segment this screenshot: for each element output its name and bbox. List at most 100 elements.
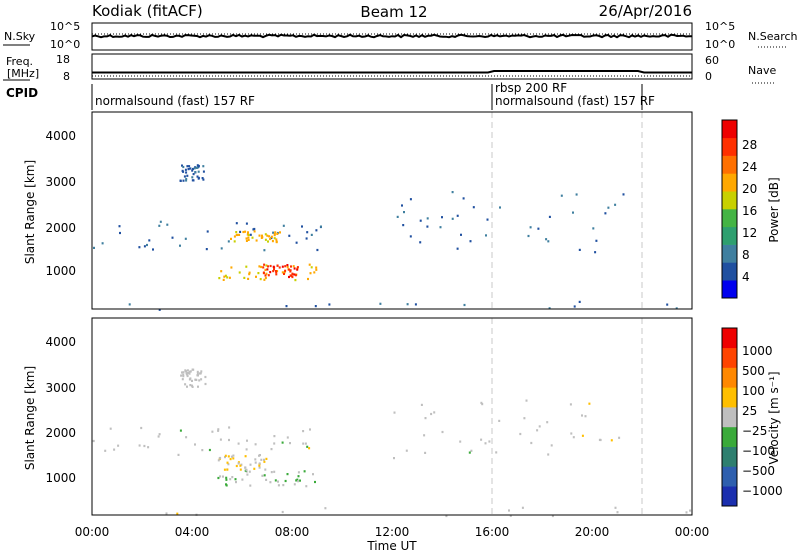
power-ytick-4000: 4000 bbox=[45, 129, 76, 143]
power-cell bbox=[614, 203, 617, 206]
velocity-cell bbox=[237, 442, 240, 445]
cpid-segment-1: normalsound (fast) 157 RF bbox=[95, 94, 255, 108]
velocity-cell bbox=[488, 440, 491, 443]
xtick-1200: 12:00 bbox=[375, 525, 410, 539]
velocity-cell bbox=[258, 466, 261, 469]
velocity-cell bbox=[228, 426, 231, 429]
power-cell bbox=[247, 277, 250, 280]
power-cell bbox=[276, 232, 279, 235]
power-cell bbox=[206, 230, 209, 233]
power-cell bbox=[166, 223, 169, 226]
velocity-cell bbox=[498, 419, 501, 422]
velocity-cell bbox=[219, 456, 222, 460]
xlabel: Time UT bbox=[366, 539, 417, 553]
velocity-cell bbox=[189, 384, 192, 387]
power-cell bbox=[243, 276, 246, 279]
power-cell bbox=[268, 235, 271, 238]
velocity-cell bbox=[572, 436, 575, 439]
velocity-cell bbox=[689, 509, 692, 512]
power-cell bbox=[295, 241, 298, 244]
power-cell bbox=[138, 246, 141, 249]
power-cell bbox=[185, 177, 188, 181]
velocity-cell bbox=[226, 461, 229, 464]
power-cell bbox=[266, 234, 269, 237]
velocity-cell bbox=[261, 474, 264, 477]
velocity-colorbar-segment bbox=[722, 328, 737, 349]
velocity-cell bbox=[241, 478, 244, 481]
power-cell bbox=[572, 211, 574, 214]
velocity-cell bbox=[269, 481, 272, 484]
velocity-cell bbox=[599, 438, 602, 442]
power-cell bbox=[201, 177, 204, 180]
velocity-cell bbox=[191, 379, 193, 382]
velocity-cell bbox=[308, 447, 311, 450]
velocity-cell bbox=[289, 442, 291, 445]
velocity-cell bbox=[223, 468, 226, 471]
nsearch-tick-top: 10^5 bbox=[705, 20, 735, 33]
velocity-cell bbox=[525, 399, 528, 402]
velocity-cell bbox=[234, 478, 237, 481]
nsky-label: N.Sky bbox=[4, 30, 36, 43]
velocity-cell bbox=[195, 378, 198, 381]
power-cell bbox=[194, 171, 197, 174]
power-cell bbox=[244, 230, 247, 233]
power-cell bbox=[485, 234, 487, 237]
power-cell bbox=[186, 165, 189, 168]
velocity-cell bbox=[521, 506, 524, 509]
power-cell bbox=[263, 249, 266, 252]
power-cell bbox=[426, 217, 429, 220]
velocity-cell bbox=[230, 455, 233, 458]
power-cell bbox=[288, 275, 290, 279]
velocity-cell bbox=[239, 464, 242, 467]
velocity-cbar-tick-500: 500 bbox=[742, 364, 765, 378]
velocity-ylabel: Slant Range [km] bbox=[23, 366, 37, 470]
power-cell bbox=[258, 265, 261, 268]
power-cell bbox=[226, 276, 229, 279]
velocity-cell bbox=[92, 439, 95, 443]
velocity-cell bbox=[273, 442, 276, 445]
velocity-cell bbox=[225, 478, 228, 481]
velocity-cell bbox=[286, 436, 289, 439]
power-cell bbox=[379, 302, 382, 305]
power-cell bbox=[191, 176, 194, 179]
power-cell bbox=[238, 271, 241, 274]
power-cell bbox=[187, 168, 190, 171]
freq-label-1: Freq. bbox=[6, 55, 33, 68]
velocity-cell bbox=[286, 473, 289, 476]
power-cell bbox=[529, 226, 532, 229]
velocity-cell bbox=[547, 453, 550, 456]
velocity-cell bbox=[281, 510, 284, 514]
power-cell bbox=[472, 206, 475, 209]
power-cell bbox=[159, 220, 162, 223]
velocity-cell bbox=[293, 483, 296, 486]
velocity-cell bbox=[158, 433, 161, 436]
velocity-cell bbox=[304, 442, 307, 445]
power-cell bbox=[290, 265, 292, 268]
velocity-cell bbox=[200, 378, 203, 381]
power-cell bbox=[247, 233, 250, 237]
power-cell bbox=[307, 277, 309, 281]
power-cell bbox=[272, 270, 275, 273]
velocity-colorbar-segment bbox=[722, 486, 737, 507]
power-plot-bg bbox=[92, 112, 692, 309]
velocity-cell bbox=[194, 443, 196, 446]
velocity-cell bbox=[265, 478, 268, 481]
velocity-cell bbox=[258, 462, 261, 465]
power-cell bbox=[283, 272, 285, 275]
power-cell bbox=[315, 229, 318, 232]
power-cbar-tick-24: 24 bbox=[742, 160, 757, 174]
velocity-cell bbox=[191, 384, 193, 387]
velocity-cell bbox=[246, 439, 248, 442]
velocity-cell bbox=[235, 481, 237, 484]
power-cell bbox=[171, 236, 174, 239]
power-cell bbox=[499, 206, 501, 209]
power-colorbar-segment bbox=[722, 280, 737, 299]
power-cell bbox=[310, 266, 313, 269]
velocity-cell bbox=[204, 382, 207, 386]
power-cell bbox=[595, 239, 598, 242]
power-cell bbox=[305, 237, 308, 240]
power-cell bbox=[253, 227, 256, 231]
power-cbar-tick-20: 20 bbox=[742, 182, 757, 196]
velocity-cell bbox=[196, 374, 199, 377]
velocity-cell bbox=[226, 468, 229, 471]
